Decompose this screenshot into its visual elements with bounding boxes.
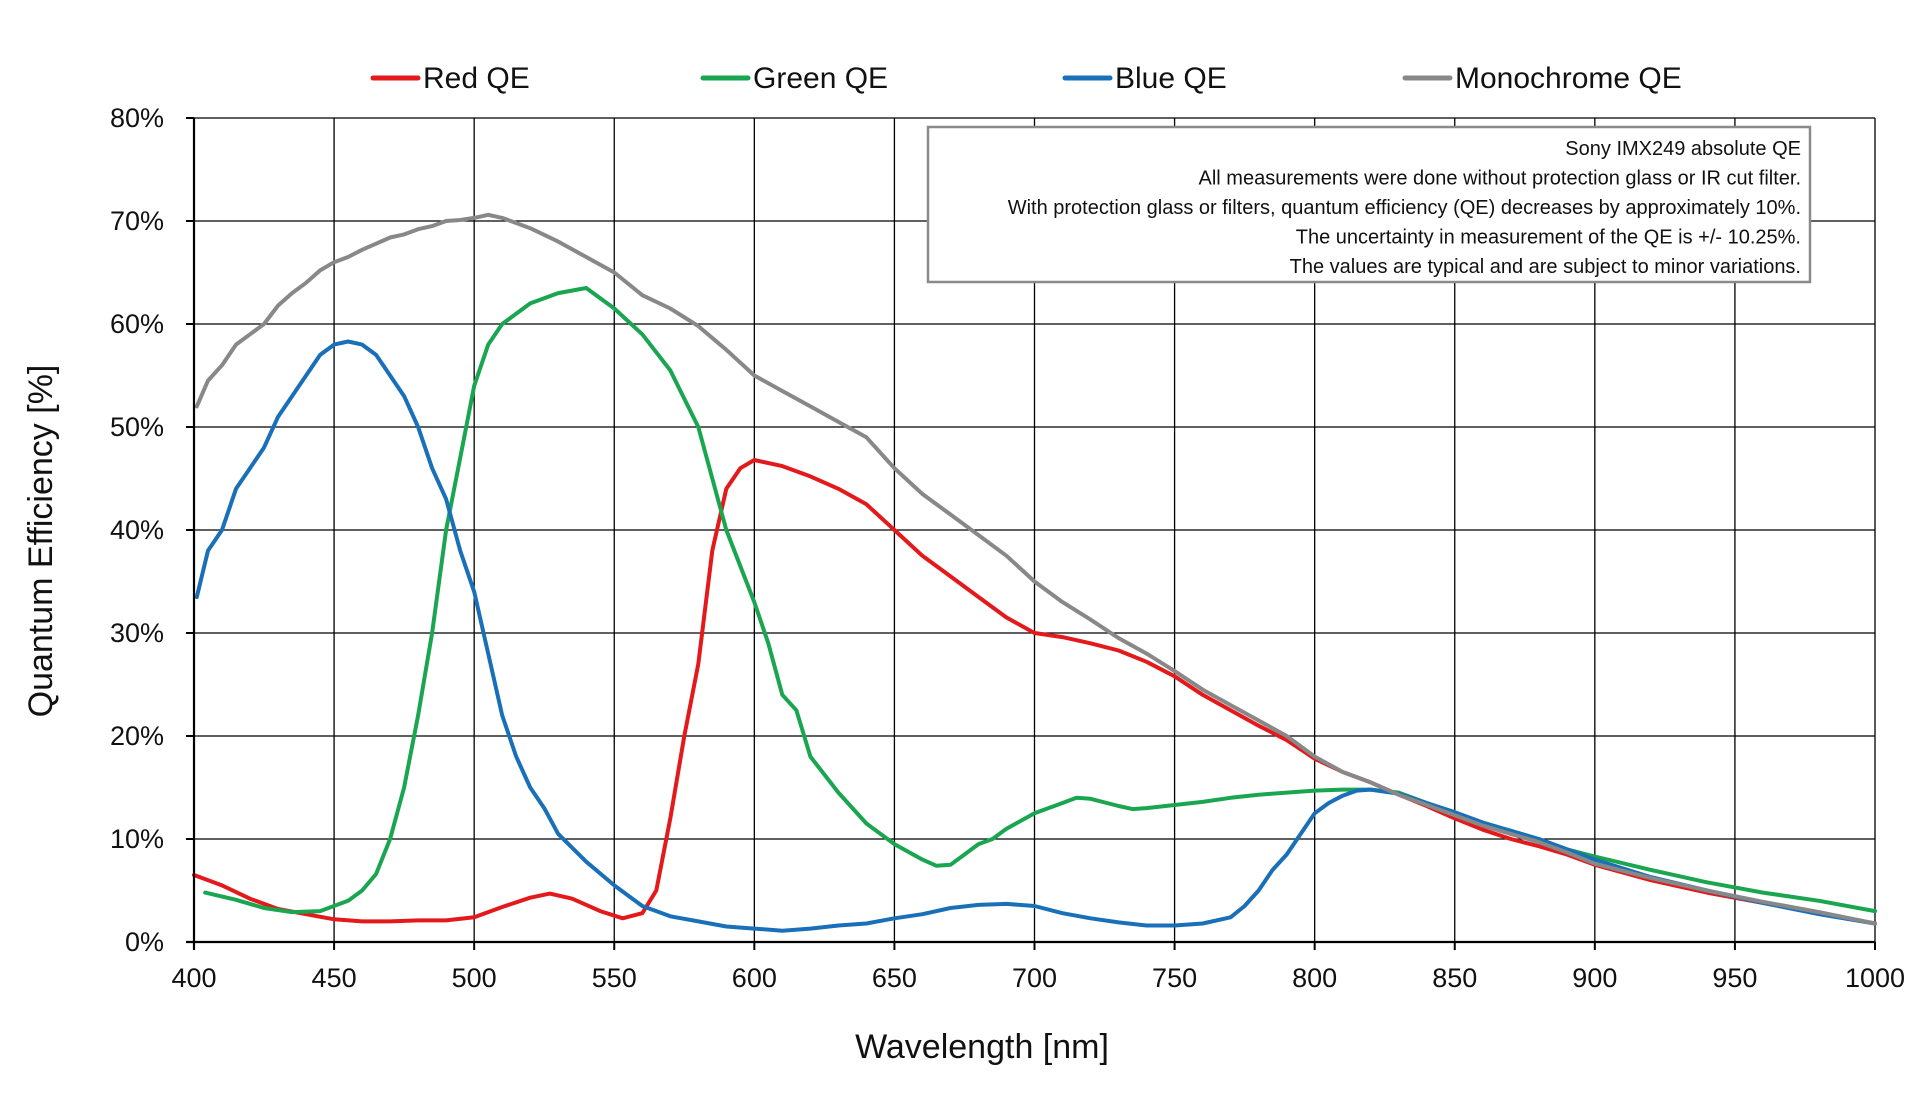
- x-tick-label: 600: [732, 963, 777, 993]
- annotation-line: The uncertainty in measurement of the QE…: [1296, 227, 1801, 249]
- x-tick-label: 800: [1292, 963, 1337, 993]
- y-tick-label: 10%: [110, 824, 164, 854]
- legend: Red QE Green QE Blue QE Monochrome QE: [370, 62, 1682, 95]
- y-tick-label: 70%: [110, 206, 164, 236]
- x-tick-label: 650: [872, 963, 917, 993]
- annotation-box: Sony IMX249 absolute QE All measurements …: [926, 125, 1812, 284]
- y-tick-label: 20%: [110, 721, 164, 751]
- y-tick-label: 50%: [110, 412, 164, 442]
- x-tick-label: 500: [452, 963, 497, 993]
- x-tick-label: 700: [1012, 963, 1057, 993]
- y-tick-label: 30%: [110, 618, 164, 648]
- y-tick-label: 0%: [125, 927, 164, 957]
- series-line-monochrome-qe: [194, 212, 1877, 926]
- annotation-line: With protection glass or filters, quantu…: [1008, 197, 1801, 219]
- x-axis-title: Wavelength [nm]: [855, 1028, 1109, 1066]
- legend-label: Blue QE: [1115, 62, 1227, 95]
- x-tick-label: 1000: [1845, 963, 1905, 993]
- tick-labels: 400 450 500 550 600 650 700 750 800 850 900 950 1000…: [110, 103, 1905, 993]
- legend-label: Monochrome QE: [1455, 62, 1682, 95]
- y-tick-label: 80%: [110, 103, 164, 133]
- y-tick-label: 40%: [110, 515, 164, 545]
- series-lines: [192, 212, 1877, 933]
- annotation-line: Sony IMX249 absolute QE: [1565, 138, 1801, 160]
- annotation-line: All measurements were done without prote…: [1199, 168, 1802, 190]
- x-tick-label: 900: [1572, 963, 1617, 993]
- x-tick-label: 400: [171, 963, 216, 993]
- x-tick-label: 950: [1712, 963, 1757, 993]
- x-tick-label: 450: [312, 963, 357, 993]
- y-tick-label: 60%: [110, 309, 164, 339]
- legend-label: Green QE: [753, 62, 888, 95]
- annotation-line: The values are typical and are subject t…: [1290, 256, 1801, 278]
- x-tick-label: 750: [1152, 963, 1197, 993]
- x-tick-label: 550: [592, 963, 637, 993]
- x-tick-label: 850: [1432, 963, 1477, 993]
- axes: [186, 117, 1876, 950]
- series-line-red-qe: [192, 458, 1877, 926]
- annotation-box-border: [926, 125, 1812, 284]
- legend-label: Red QE: [423, 62, 530, 95]
- y-axis-title: Quantum Efficiency [%]: [22, 365, 60, 718]
